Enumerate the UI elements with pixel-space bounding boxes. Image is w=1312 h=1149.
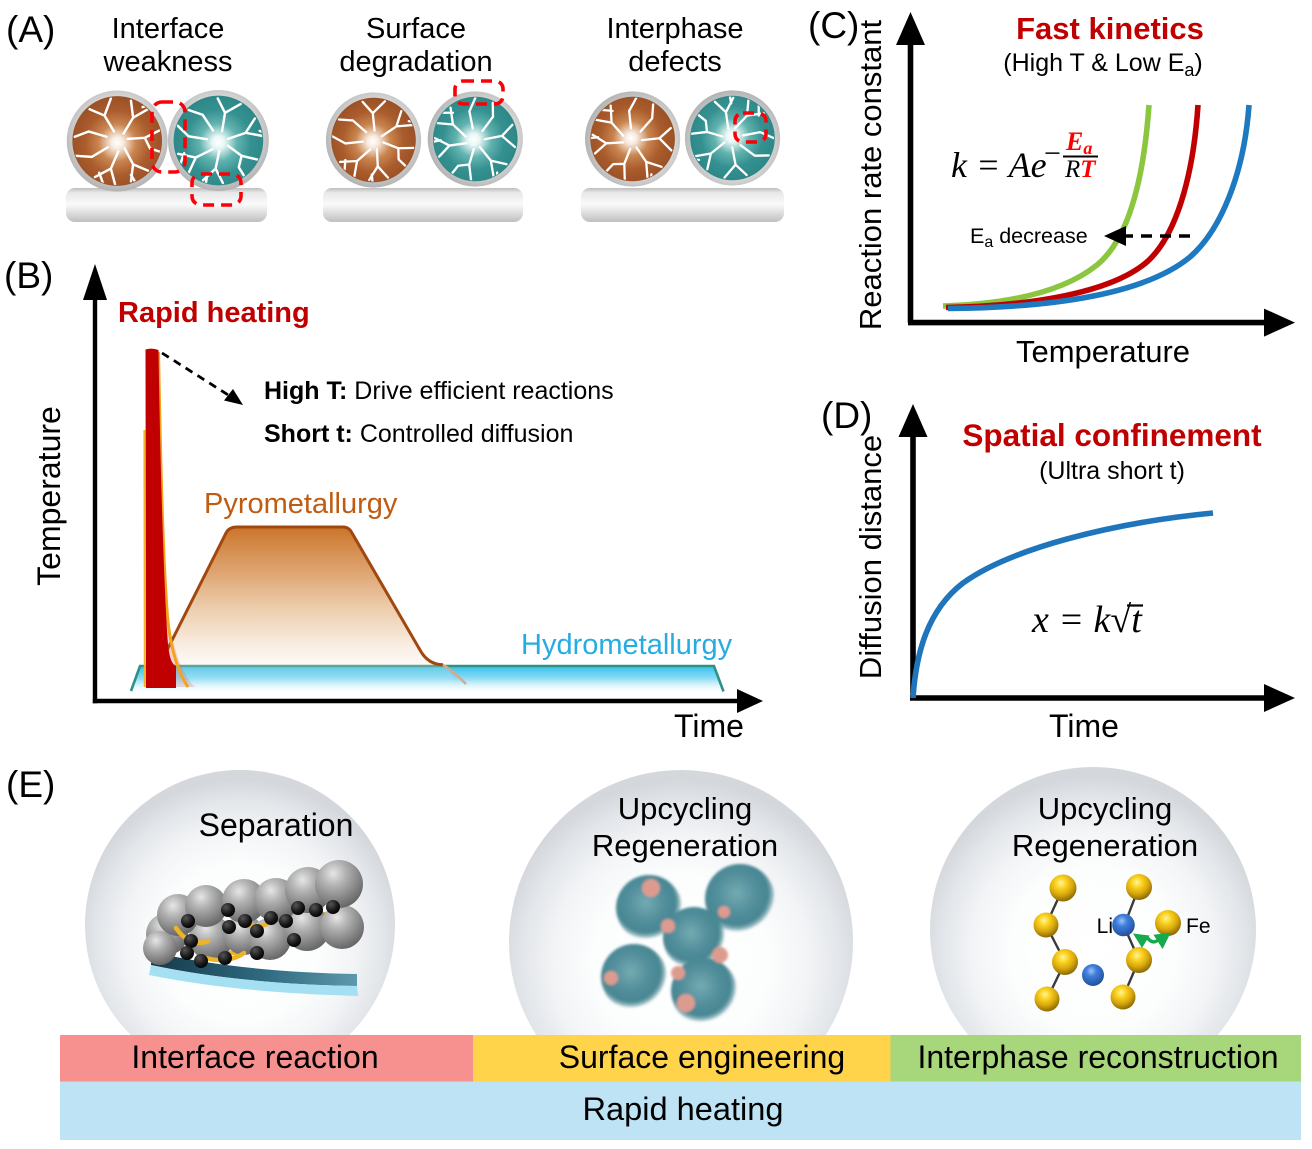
svg-text:High T: Drive efficient reacti: High T: Drive efficient reactions xyxy=(264,377,614,405)
svg-text:(Ultra short t): (Ultra short t) xyxy=(1039,457,1185,485)
svg-text:Fast kinetics: Fast kinetics xyxy=(1016,11,1204,46)
svg-text:Regeneration: Regeneration xyxy=(592,828,778,863)
svg-text:weakness: weakness xyxy=(103,46,233,78)
svg-text:Surface engineering: Surface engineering xyxy=(559,1039,845,1075)
svg-text:−: − xyxy=(1044,137,1061,170)
svg-text:Time: Time xyxy=(1049,708,1119,744)
svg-text:Separation: Separation xyxy=(199,807,354,843)
svg-text:(B): (B) xyxy=(4,255,53,296)
svg-text:Diffusion distance: Diffusion distance xyxy=(853,435,888,679)
svg-text:Hydrometallurgy: Hydrometallurgy xyxy=(521,629,733,661)
svg-text:Reaction rate constant: Reaction rate constant xyxy=(853,20,888,331)
svg-text:Ea decrease: Ea decrease xyxy=(970,224,1088,251)
svg-text:Upcycling: Upcycling xyxy=(618,791,752,826)
svg-text:Interface reaction: Interface reaction xyxy=(131,1039,378,1075)
svg-text:Pyrometallurgy: Pyrometallurgy xyxy=(204,488,398,520)
svg-text:k = Ae: k = Ae xyxy=(951,145,1047,185)
svg-text:Spatial confinement: Spatial confinement xyxy=(962,417,1262,453)
svg-text:Fe: Fe xyxy=(1186,915,1211,938)
svg-text:Interphase reconstruction: Interphase reconstruction xyxy=(917,1039,1278,1075)
svg-text:(C): (C) xyxy=(808,5,859,46)
svg-text:(D): (D) xyxy=(821,395,872,436)
svg-text:degradation: degradation xyxy=(339,46,492,78)
svg-text:Interface: Interface xyxy=(112,13,225,45)
svg-text:Temperature: Temperature xyxy=(1016,334,1190,369)
svg-text:x = k√t: x = k√t xyxy=(1031,599,1143,641)
svg-text:Time: Time xyxy=(674,708,744,744)
svg-text:(High T & Low Ea): (High T & Low Ea) xyxy=(1003,49,1202,80)
svg-text:Upcycling: Upcycling xyxy=(1038,791,1172,826)
svg-text:Temperature: Temperature xyxy=(31,406,67,586)
svg-text:Regeneration: Regeneration xyxy=(1012,828,1198,863)
svg-text:Li: Li xyxy=(1097,915,1113,938)
svg-text:Surface: Surface xyxy=(366,13,466,45)
svg-text:defects: defects xyxy=(628,46,722,78)
svg-text:(E): (E) xyxy=(6,764,55,805)
svg-text:Short t: Controlled diffusion: Short t: Controlled diffusion xyxy=(264,420,573,448)
svg-text:Interphase: Interphase xyxy=(606,13,743,45)
svg-text:RT: RT xyxy=(1064,156,1097,183)
svg-text:(A): (A) xyxy=(6,9,55,50)
svg-text:Rapid heating: Rapid heating xyxy=(118,297,310,329)
svg-text:Rapid heating: Rapid heating xyxy=(582,1090,783,1127)
